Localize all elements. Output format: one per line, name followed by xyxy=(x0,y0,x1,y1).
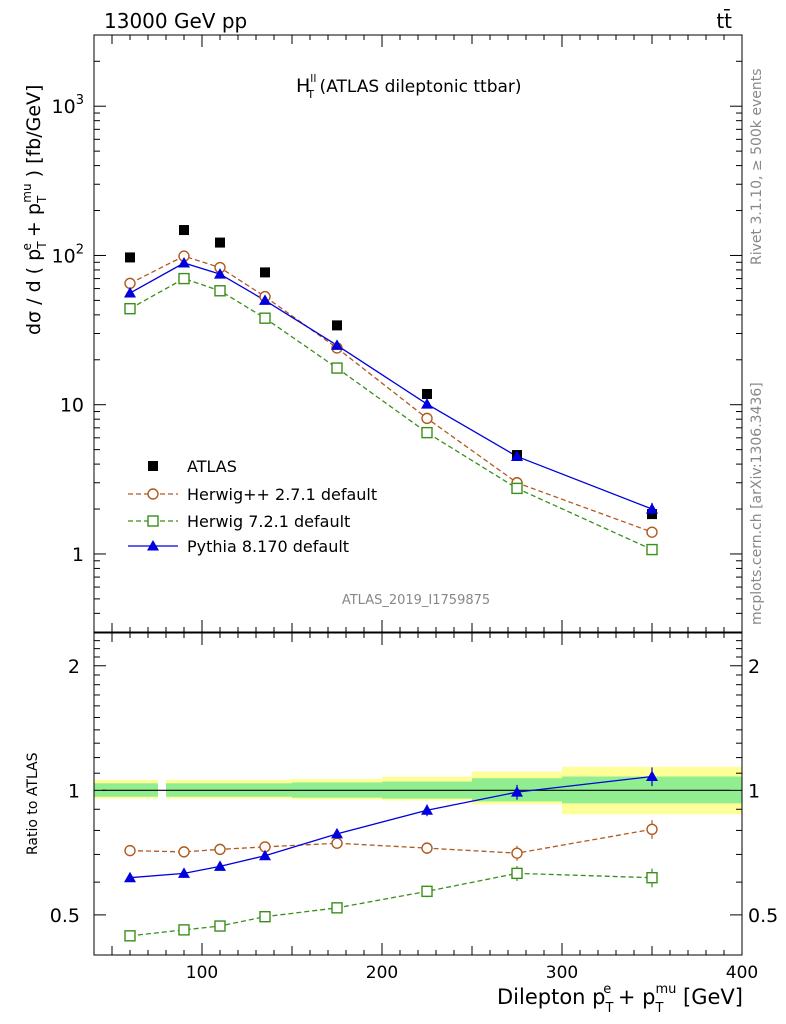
point-herwig-7-2-1-default xyxy=(124,302,136,315)
ratio-point-herwig-2-7-1-default xyxy=(331,837,343,849)
x-tick-label: 400 xyxy=(726,963,758,983)
ratio-point-herwig-2-7-1-default xyxy=(511,847,523,859)
point-pythia-8-170-default xyxy=(259,294,271,305)
point-pythia-8-170-default xyxy=(178,257,190,268)
ratio-point-pythia-8-170-default xyxy=(214,860,226,871)
main-ylabel: dσ / d ( pTe + pTmu ) [fb/GeV] xyxy=(20,85,49,335)
point-herwig-7-2-1-default xyxy=(511,482,523,495)
legend-label: Pythia 8.170 default xyxy=(187,537,349,556)
point-atlas xyxy=(179,225,189,236)
title-main: H xyxy=(296,75,310,97)
legend: ATLAS Herwig++ 2.7.1 default Herwig 7.2.1 … xyxy=(128,457,377,556)
point-herwig-7-2-1-default xyxy=(259,312,271,324)
title-subscript: T xyxy=(306,88,314,101)
legend-label: Herwig++ 2.7.1 default xyxy=(187,485,377,504)
xlabel: Dilepton pTe + pTmu [GeV] xyxy=(497,982,743,1016)
y-tick-label: 10 xyxy=(60,395,84,417)
ratio-y-tick-label-right: 2 xyxy=(748,656,760,678)
ratio-point-pythia-8-170-default xyxy=(178,867,190,878)
rivet-version-label: Rivet 3.1.10, ≥ 500k events xyxy=(749,68,765,265)
ratio-point-herwig-2-7-1-default xyxy=(124,844,136,857)
x-tick-label: 200 xyxy=(366,963,398,983)
ratio-y-tick-label-right: 0.5 xyxy=(748,905,778,927)
ratio-y-tick-label: 2 xyxy=(68,656,80,678)
point-pythia-8-170-default xyxy=(214,268,226,279)
point-herwig-7-2-1-default xyxy=(421,426,433,439)
mcplots-label: mcplots.cern.ch [arXiv:1306.3436] xyxy=(749,382,765,625)
ratio-point-pythia-8-170-default xyxy=(646,770,658,782)
point-atlas xyxy=(215,237,225,248)
ratio-point-pythia-8-170-default xyxy=(421,804,433,815)
title-rest: (ATLAS dileptonic ttbar) xyxy=(314,77,521,97)
series-line-herwig-7-2-1-default xyxy=(129,277,653,551)
point-herwig-2-7-1-default xyxy=(421,412,433,425)
point-herwig-2-7-1-default xyxy=(646,526,658,538)
main-panel: 1 10 102 103 xyxy=(52,34,743,633)
point-atlas xyxy=(422,388,432,399)
point-atlas xyxy=(125,252,135,263)
y-tick-label: 102 xyxy=(52,242,84,267)
series-line-pythia-8-170-default xyxy=(129,262,653,510)
ratio-y-tick-label-right: 1 xyxy=(748,780,760,802)
ratio-line-herwig-2-7-1-default xyxy=(129,828,653,854)
x-tick-label: 100 xyxy=(186,963,218,983)
point-herwig-2-7-1-default xyxy=(124,277,136,290)
point-pythia-8-170-default xyxy=(124,287,136,298)
ratio-point-herwig-7-2-1-default xyxy=(511,867,523,880)
ratio-point-herwig-7-2-1-default xyxy=(214,920,226,932)
x-tick-label: 300 xyxy=(546,963,578,983)
point-herwig-7-2-1-default xyxy=(331,362,343,374)
legend-marker xyxy=(147,540,159,551)
ratio-ylabel: Ratio to ATLAS xyxy=(25,752,41,855)
ratio-point-herwig-7-2-1-default xyxy=(259,911,271,923)
point-herwig-7-2-1-default xyxy=(214,285,226,297)
point-pythia-8-170-default xyxy=(421,398,433,409)
ratio-point-pythia-8-170-default xyxy=(511,786,523,797)
plot-title: Hll T (ATLAS dileptonic ttbar) xyxy=(296,72,522,101)
ratio-point-pythia-8-170-default xyxy=(331,827,343,839)
ratio-point-herwig-7-2-1-default xyxy=(646,871,658,884)
y-tick-label: 103 xyxy=(52,93,84,118)
ratio-point-herwig-7-2-1-default xyxy=(421,885,433,898)
y-tick-label: 1 xyxy=(72,544,84,566)
analysis-id-label: ATLAS_2019_I1759875 xyxy=(342,593,490,608)
ratio-panel: 100 200 300 400 0.5 0.5 1 1 2 2 xyxy=(50,632,778,983)
ratio-y-tick-label: 1 xyxy=(68,780,80,802)
legend-label: Herwig 7.2.1 default xyxy=(187,512,350,531)
ratio-point-herwig-2-7-1-default xyxy=(646,823,658,836)
ratio-point-pythia-8-170-default xyxy=(259,849,271,861)
legend-marker xyxy=(148,461,158,471)
ratio-point-herwig-7-2-1-default xyxy=(178,924,190,936)
ratio-point-herwig-7-2-1-default xyxy=(124,930,136,942)
ratio-y-tick-label: 0.5 xyxy=(50,905,80,927)
point-pythia-8-170-default xyxy=(331,339,343,350)
header-left-label: 13000 GeV pp xyxy=(104,9,247,33)
legend-marker xyxy=(147,515,159,527)
ratio-point-pythia-8-170-default xyxy=(124,871,136,883)
ratio-point-herwig-2-7-1-default xyxy=(178,846,190,858)
ratio-point-herwig-2-7-1-default xyxy=(214,843,226,856)
ratio-line-pythia-8-170-default xyxy=(129,775,653,879)
title-superscript: ll xyxy=(310,72,316,85)
point-pythia-8-170-default xyxy=(511,450,523,461)
point-atlas xyxy=(332,320,342,331)
point-atlas xyxy=(260,267,270,278)
point-herwig-7-2-1-default xyxy=(646,543,658,556)
ratio-point-herwig-2-7-1-default xyxy=(421,842,433,854)
legend-marker xyxy=(147,488,159,500)
header-right-label: tt̄ xyxy=(716,8,732,33)
legend-label: ATLAS xyxy=(187,457,237,476)
point-herwig-7-2-1-default xyxy=(178,272,190,285)
ratio-point-herwig-7-2-1-default xyxy=(331,902,343,914)
ratio-line-herwig-7-2-1-default xyxy=(129,872,653,937)
